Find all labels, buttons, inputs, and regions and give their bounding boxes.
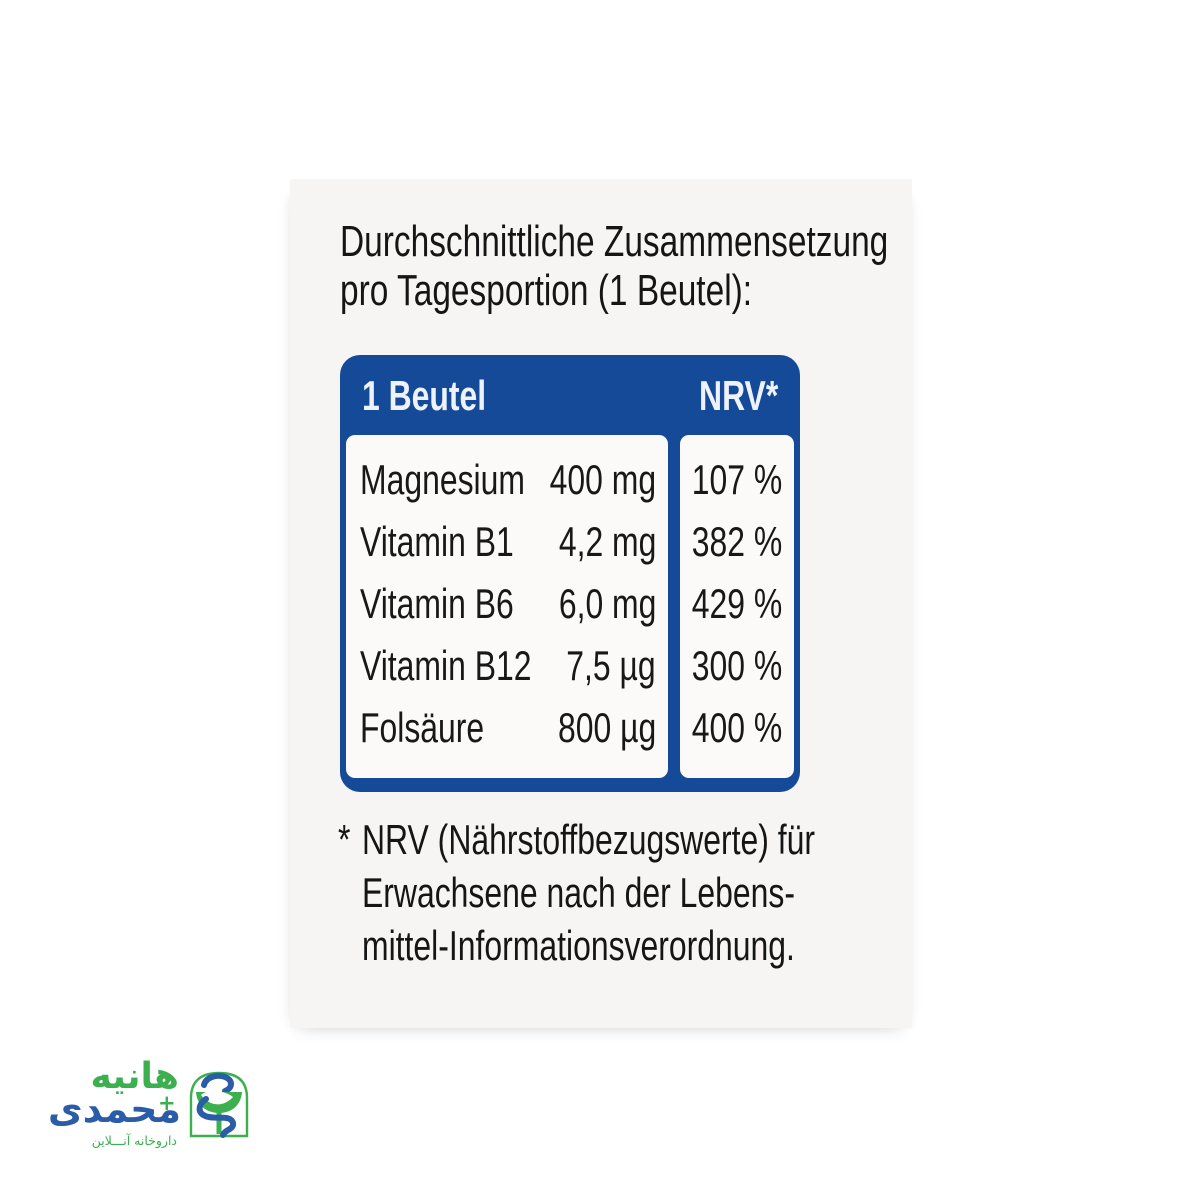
nrv-value: 429 % [691,580,783,627]
logo-plus-sign: + [158,1091,176,1115]
nrv-value: 382 % [691,518,783,565]
nutrient-row: Vitamin B6 6,0 mg [346,573,668,635]
nrv-header-label: NRV* [698,372,778,419]
nutrient-amount: 800 µg [557,704,656,751]
logo-name-line-1: هانیه [90,1056,179,1097]
nrv-value: 300 % [691,642,783,689]
nrv-value: 400 % [691,704,783,751]
label-card: Durchschnittliche Zusammensetzung pro Ta… [290,179,912,1028]
nutrient-panel: Magnesium 400 mg Vitamin B1 4,2 mg Vitam… [346,435,668,778]
label-title: Durchschnittliche Zusammensetzung pro Ta… [340,217,1061,315]
nutrient-amount: 6,0 mg [558,580,656,627]
nutrient-row: Vitamin B12 7,5 µg [346,635,668,697]
nutrition-table-header: 1 Beutel NRV* [340,355,800,435]
nrv-row: 107 % [680,449,794,511]
nutrient-row: Folsäure 800 µg [346,697,668,759]
footnote-marker: * [338,816,351,863]
nutrient-row: Magnesium 400 mg [346,449,668,511]
nutrient-name: Vitamin B1 [360,518,514,565]
footnote-line-3: mittel-Informationsverordnung. [362,922,795,969]
nrv-row: 429 % [680,573,794,635]
serving-header-label: 1 Beutel [362,372,487,419]
footnote-line-2: Erwachsene nach der Lebens- [362,869,795,916]
nutrient-name: Vitamin B6 [360,580,514,627]
logo-name-line-2: محمدی [47,1087,181,1131]
nutrient-amount: 400 mg [549,456,656,503]
nrv-footnote: * NRV (Nährstoffbezugswerte) für Erwachs… [338,813,958,972]
logo-tagline: داروخانه آنـــلاین [91,1133,177,1148]
nutrient-name: Vitamin B12 [360,642,532,689]
nrv-row: 382 % [680,511,794,573]
title-line-1: Durchschnittliche Zusammensetzung [340,217,889,266]
bowl-of-hygieia-icon [189,1071,249,1138]
pharmacy-watermark-logo: هانیه محمدی داروخانه آنـــلاین + [47,1059,255,1171]
title-line-2: pro Tagesportion (1 Beutel): [340,266,753,315]
nutrient-name: Magnesium [360,456,526,503]
nutrient-amount: 4,2 mg [558,518,656,565]
nutrient-amount: 7,5 µg [566,642,656,689]
nrv-row: 300 % [680,635,794,697]
nutrient-name: Folsäure [360,704,485,751]
footnote-line-1: NRV (Nährstoffbezugswerte) für [362,816,815,863]
nutrient-row: Vitamin B1 4,2 mg [346,511,668,573]
nrv-panel: 107 % 382 % 429 % 300 % 400 % [680,435,794,778]
nrv-value: 107 % [691,456,783,503]
nutrition-table: 1 Beutel NRV* Magnesium 400 mg Vitamin B… [340,355,800,792]
nrv-row: 400 % [680,697,794,759]
